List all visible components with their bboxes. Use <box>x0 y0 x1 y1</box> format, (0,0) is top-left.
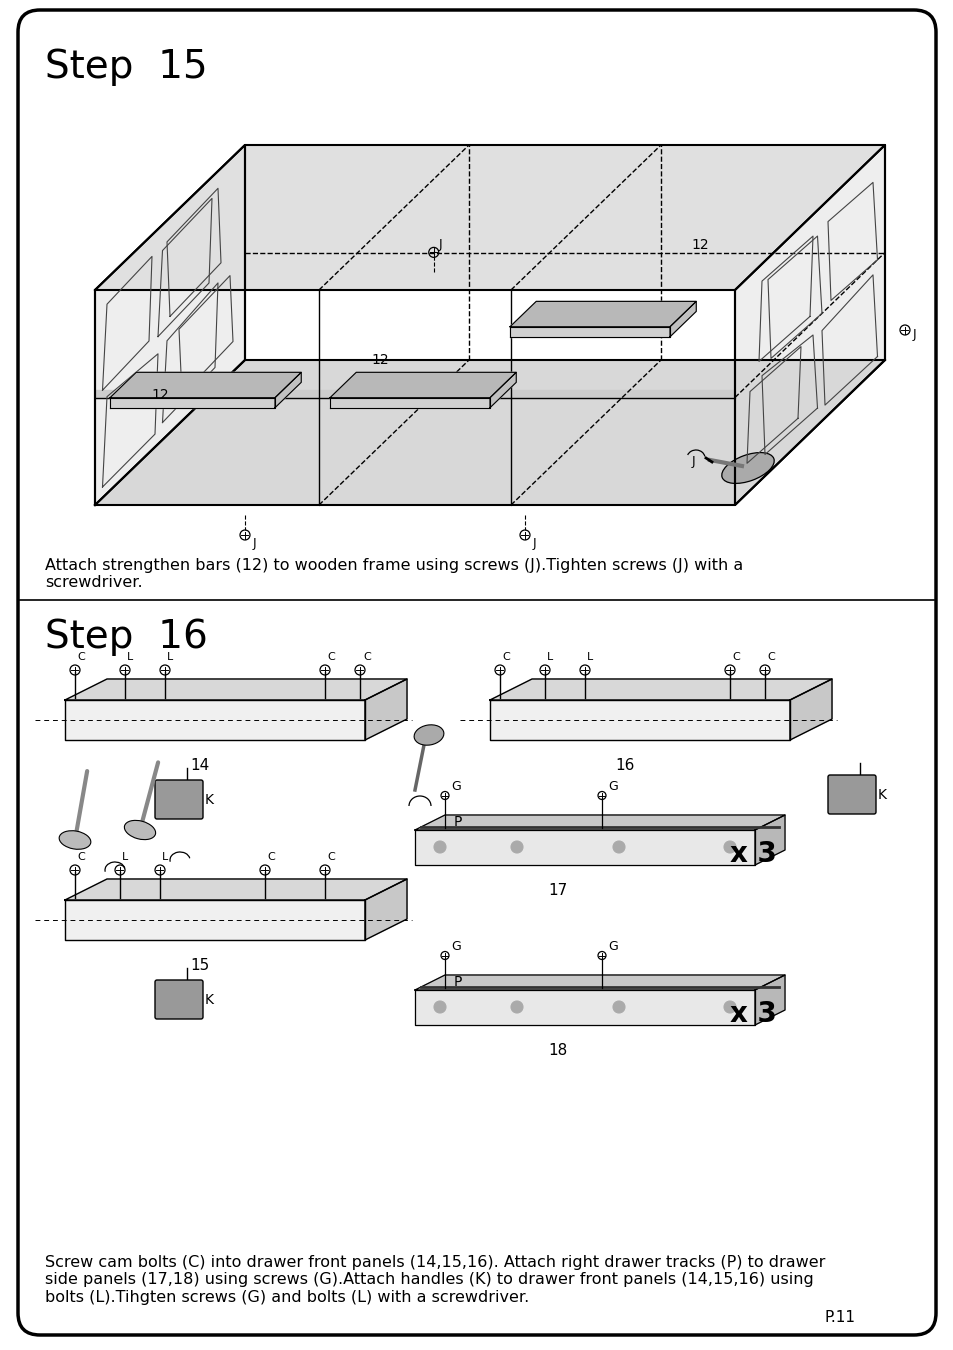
Text: G: G <box>607 940 618 953</box>
Ellipse shape <box>124 821 155 840</box>
Polygon shape <box>734 144 884 505</box>
Circle shape <box>613 841 624 853</box>
Text: K: K <box>205 792 213 807</box>
FancyBboxPatch shape <box>18 9 935 1335</box>
FancyBboxPatch shape <box>827 775 875 814</box>
Text: J: J <box>912 328 916 342</box>
Polygon shape <box>365 679 407 740</box>
Text: Step  16: Step 16 <box>45 618 208 656</box>
Text: 17: 17 <box>548 883 567 898</box>
Text: Attach strengthen bars (12) to wooden frame using screws (J).Tighten screws (J) : Attach strengthen bars (12) to wooden fr… <box>45 558 742 590</box>
Circle shape <box>723 1000 735 1012</box>
Text: Screw cam bolts (C) into drawer front panels (14,15,16). Attach right drawer tra: Screw cam bolts (C) into drawer front pa… <box>45 1256 824 1305</box>
Polygon shape <box>490 701 789 740</box>
Polygon shape <box>415 975 784 990</box>
Circle shape <box>723 841 735 853</box>
Text: C: C <box>766 652 774 662</box>
Polygon shape <box>754 975 784 1025</box>
Ellipse shape <box>59 830 91 849</box>
Polygon shape <box>65 701 365 740</box>
FancyBboxPatch shape <box>154 980 203 1019</box>
Text: J: J <box>438 239 442 251</box>
Polygon shape <box>318 144 469 505</box>
Text: C: C <box>327 652 335 662</box>
Polygon shape <box>95 360 884 505</box>
Circle shape <box>511 841 522 853</box>
Text: C: C <box>731 652 739 662</box>
Text: 12: 12 <box>691 238 708 252</box>
Polygon shape <box>274 373 301 408</box>
Polygon shape <box>490 679 831 701</box>
Text: G: G <box>451 779 460 792</box>
Polygon shape <box>330 398 490 408</box>
Text: J: J <box>253 537 256 549</box>
Polygon shape <box>110 398 274 408</box>
Text: C: C <box>327 852 335 863</box>
Polygon shape <box>65 879 407 900</box>
Polygon shape <box>330 373 516 398</box>
Text: 12: 12 <box>151 387 169 402</box>
Circle shape <box>511 1000 522 1012</box>
Text: 18: 18 <box>548 1044 567 1058</box>
Text: Step  15: Step 15 <box>45 49 208 86</box>
Text: K: K <box>877 788 886 802</box>
Polygon shape <box>415 990 754 1025</box>
Polygon shape <box>490 373 516 408</box>
Ellipse shape <box>721 452 774 483</box>
Text: C: C <box>501 652 509 662</box>
Circle shape <box>434 841 446 853</box>
Polygon shape <box>510 327 669 336</box>
Text: x 3: x 3 <box>729 1000 776 1027</box>
Text: G: G <box>451 940 460 953</box>
Polygon shape <box>65 679 407 701</box>
Text: 16: 16 <box>615 757 634 774</box>
Polygon shape <box>65 900 365 940</box>
Text: L: L <box>546 652 553 662</box>
Circle shape <box>434 1000 446 1012</box>
Polygon shape <box>95 144 245 505</box>
Polygon shape <box>754 815 784 865</box>
Text: C: C <box>267 852 274 863</box>
Text: 12: 12 <box>371 352 389 367</box>
Text: C: C <box>77 852 85 863</box>
Text: G: G <box>607 779 618 792</box>
Text: J: J <box>691 455 695 468</box>
Circle shape <box>613 1000 624 1012</box>
Text: 14: 14 <box>191 757 210 774</box>
Text: L: L <box>167 652 173 662</box>
Text: L: L <box>586 652 593 662</box>
Polygon shape <box>510 301 696 327</box>
Polygon shape <box>669 301 696 336</box>
Text: C: C <box>77 652 85 662</box>
Polygon shape <box>789 679 831 740</box>
Text: K: K <box>205 994 213 1007</box>
Text: P: P <box>454 815 462 829</box>
Text: P: P <box>454 975 462 990</box>
Polygon shape <box>95 390 734 397</box>
Text: J: J <box>533 537 536 549</box>
Polygon shape <box>365 879 407 940</box>
Polygon shape <box>415 830 754 865</box>
Polygon shape <box>415 815 784 830</box>
Text: L: L <box>127 652 133 662</box>
Polygon shape <box>95 144 884 290</box>
Polygon shape <box>110 373 301 398</box>
FancyBboxPatch shape <box>154 780 203 819</box>
Ellipse shape <box>414 725 443 745</box>
Text: C: C <box>363 652 371 662</box>
Text: P.11: P.11 <box>823 1310 855 1324</box>
Text: L: L <box>122 852 128 863</box>
Text: 15: 15 <box>191 958 210 973</box>
Polygon shape <box>511 144 660 505</box>
Text: L: L <box>162 852 168 863</box>
Text: x 3: x 3 <box>729 840 776 868</box>
